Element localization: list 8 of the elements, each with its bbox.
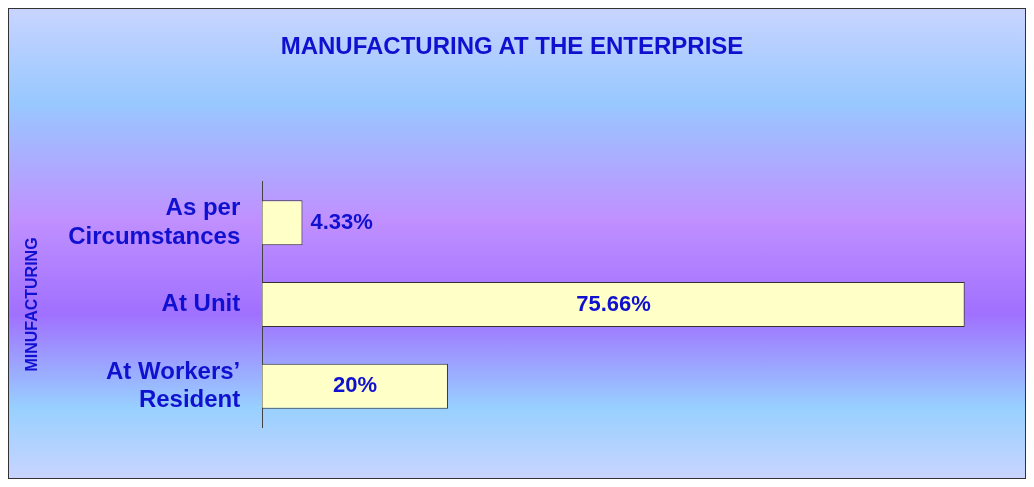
chart-title: MANUFACTURING AT THE ENTERPRISE [280,32,744,60]
y-tick-label: At Unit [161,289,241,317]
data-label: 20% [333,372,378,398]
data-label: 4.33% [310,208,373,234]
data-label: 75.66% [576,290,651,316]
y-tick-label: At Workers’ Resident [106,356,241,413]
y-tick-label: As per Circumstances [68,192,241,249]
y-axis-title: MINUFACTURING [23,237,41,372]
